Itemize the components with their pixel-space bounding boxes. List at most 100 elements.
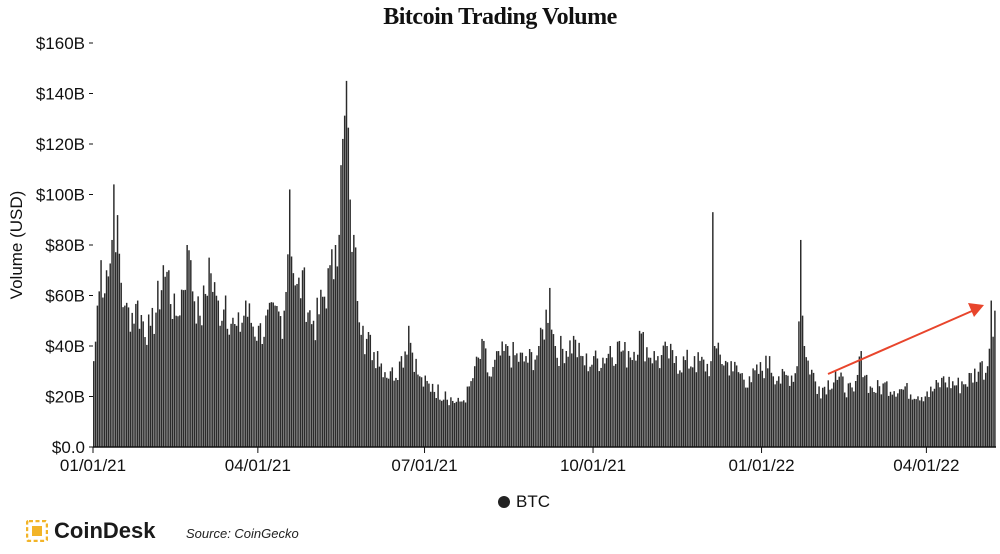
chart-title: Bitcoin Trading Volume (383, 4, 617, 30)
bar (252, 326, 254, 447)
bar (966, 386, 969, 447)
bar (301, 270, 304, 447)
bar (188, 250, 190, 447)
bar (169, 304, 172, 447)
bar (778, 376, 780, 447)
bar (785, 374, 787, 447)
bar (873, 391, 875, 447)
bar (310, 324, 313, 447)
bar (622, 350, 624, 447)
bar (510, 367, 513, 447)
bar (153, 333, 155, 447)
bar (343, 115, 346, 448)
bar (541, 329, 544, 447)
bar (587, 371, 590, 447)
bar (495, 351, 498, 447)
bar (505, 344, 507, 447)
bar (854, 381, 857, 447)
bar (618, 340, 621, 447)
bar (673, 363, 676, 447)
legend-label-btc: BTC (516, 492, 550, 511)
bar (928, 396, 930, 447)
bar (538, 346, 540, 447)
bar (884, 382, 886, 447)
bar (554, 346, 557, 447)
bar (624, 342, 626, 447)
bar (655, 360, 657, 447)
bar (281, 338, 284, 447)
bar (98, 291, 100, 447)
bar (116, 215, 119, 447)
bar (114, 252, 117, 447)
bar (195, 323, 198, 447)
legend: BTC (498, 492, 550, 512)
bar (490, 376, 492, 447)
bar (127, 307, 130, 447)
logo-text: CoinDesk (54, 518, 156, 543)
bar (219, 325, 221, 447)
bar (453, 403, 456, 447)
y-tick-label: $80B (45, 236, 85, 255)
bar (889, 391, 892, 447)
bar (715, 348, 718, 447)
bar (393, 380, 395, 447)
bar (838, 376, 840, 447)
bar (757, 373, 760, 447)
bar (268, 302, 271, 447)
bar (452, 400, 454, 447)
bar (853, 391, 855, 447)
bar (974, 368, 976, 447)
bar (851, 387, 853, 447)
bar (994, 310, 996, 447)
bar (723, 365, 725, 447)
bar (318, 314, 320, 447)
bar (314, 340, 317, 447)
bar (246, 316, 249, 447)
bar (402, 367, 405, 447)
bar (843, 392, 846, 447)
bar (882, 383, 884, 447)
bar (605, 358, 608, 447)
bar (913, 398, 916, 447)
bar (342, 138, 344, 447)
bar (660, 355, 663, 447)
bar (532, 370, 535, 447)
bar (299, 298, 302, 447)
bar (539, 327, 542, 447)
bar (547, 322, 549, 447)
bar (274, 305, 276, 447)
bar (340, 165, 342, 447)
bar (708, 376, 710, 447)
bar (847, 383, 850, 447)
bar (735, 365, 738, 447)
bar (373, 352, 375, 447)
bar (239, 331, 241, 447)
bar (406, 354, 408, 447)
bar (221, 320, 223, 447)
bar (948, 376, 950, 447)
bar (807, 360, 809, 447)
x-tick-label: 01/01/22 (728, 456, 794, 475)
bar (404, 351, 406, 447)
bar (415, 358, 417, 447)
bar (442, 399, 445, 447)
bar (475, 356, 478, 447)
x-axis: 01/01/21 04/01/21 07/01/21 10/01/21 01/01/22… (60, 447, 959, 475)
bar (479, 358, 481, 447)
coindesk-logo: CoinDesk (26, 518, 155, 544)
bar (93, 361, 95, 447)
bar (298, 277, 300, 447)
bar (256, 340, 258, 447)
bar (964, 384, 967, 447)
bar (627, 351, 630, 447)
bar (845, 397, 848, 447)
bar (869, 386, 872, 447)
bar (875, 392, 877, 447)
bar (942, 376, 945, 447)
bar (279, 316, 282, 447)
bar (955, 385, 958, 447)
bar (519, 352, 522, 447)
bar (351, 251, 353, 447)
bar (312, 320, 315, 447)
bar (904, 386, 906, 447)
